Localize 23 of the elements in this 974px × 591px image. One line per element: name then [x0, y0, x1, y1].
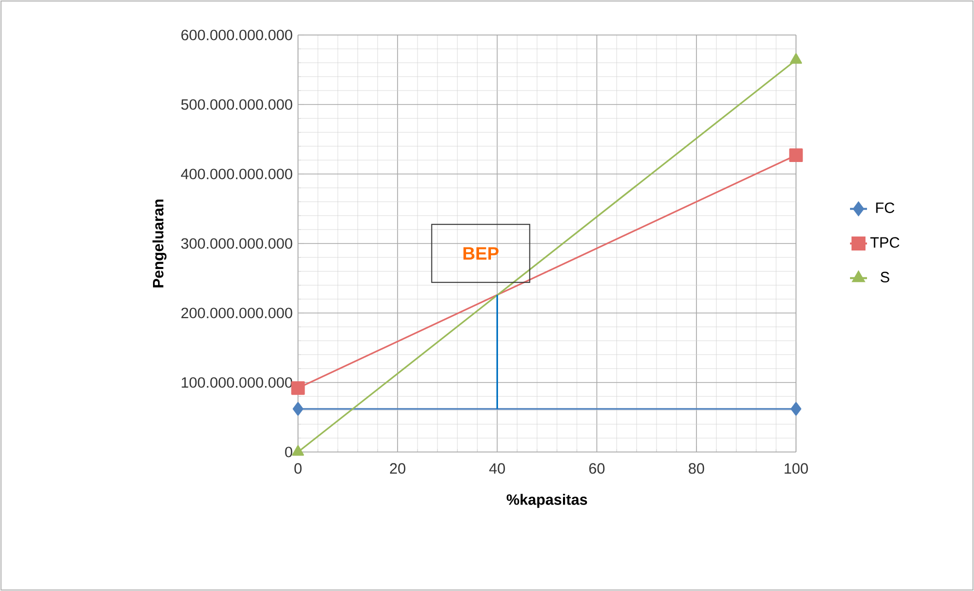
annotation: BEP: [463, 247, 499, 260]
point: [291, 381, 305, 395]
y-tick-label: 100.000.000.000: [182, 377, 292, 388]
x-tick-label: 100: [784, 463, 808, 474]
y-tick-label: 0: [285, 446, 292, 458]
y-tick-label: 600.000.000.000: [181, 30, 292, 40]
y-tick-label: 300.000.000.000: [181, 238, 292, 249]
x-tick-label: 60: [589, 463, 605, 474]
y-tick-label: 500.000.000.000: [181, 99, 292, 110]
legend-label: TPC: [870, 237, 900, 248]
point: [292, 402, 304, 416]
x-tick-label: 40: [489, 463, 505, 474]
x-tick-label: 20: [390, 463, 406, 474]
x-axis-title: %kapasitas: [506, 494, 588, 508]
legend-label: S: [880, 272, 890, 282]
y-axis-title: Pengeluaran: [152, 200, 166, 288]
point: [789, 148, 803, 162]
y-tick-label: 200.000.000.000: [181, 308, 292, 318]
legend-label: FC: [876, 202, 894, 214]
x-tick-label: 80: [688, 463, 704, 474]
y-tick-label: 400.000.000.000: [180, 168, 292, 180]
x-tick-label: 0: [294, 463, 302, 474]
point: [790, 402, 802, 416]
